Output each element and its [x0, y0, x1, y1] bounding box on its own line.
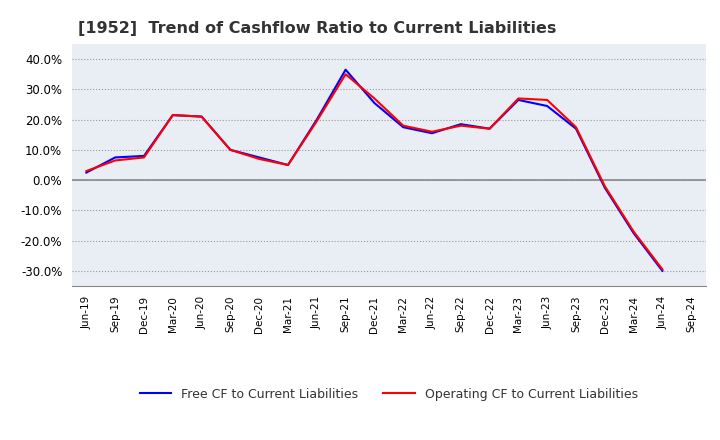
Free CF to Current Liabilities — [140, 153, 148, 158]
Free CF to Current Liabilities — [197, 114, 206, 119]
Text: [1952]  Trend of Cashflow Ratio to Current Liabilities: [1952] Trend of Cashflow Ratio to Curren… — [78, 21, 557, 36]
Free CF to Current Liabilities — [370, 100, 379, 106]
Operating CF to Current Liabilities — [428, 129, 436, 134]
Free CF to Current Liabilities — [428, 131, 436, 136]
Free CF to Current Liabilities — [168, 113, 177, 118]
Free CF to Current Liabilities — [226, 147, 235, 153]
Free CF to Current Liabilities — [399, 125, 408, 130]
Free CF to Current Liabilities — [543, 103, 552, 109]
Operating CF to Current Liabilities — [629, 229, 638, 234]
Free CF to Current Liabilities — [658, 268, 667, 274]
Free CF to Current Liabilities — [82, 170, 91, 175]
Legend: Free CF to Current Liabilities, Operating CF to Current Liabilities: Free CF to Current Liabilities, Operatin… — [135, 383, 643, 406]
Line: Operating CF to Current Liabilities: Operating CF to Current Liabilities — [86, 74, 662, 269]
Operating CF to Current Liabilities — [543, 97, 552, 103]
Operating CF to Current Liabilities — [140, 155, 148, 160]
Operating CF to Current Liabilities — [514, 96, 523, 101]
Free CF to Current Liabilities — [312, 117, 321, 122]
Free CF to Current Liabilities — [514, 97, 523, 103]
Free CF to Current Liabilities — [255, 155, 264, 160]
Operating CF to Current Liabilities — [197, 114, 206, 119]
Free CF to Current Liabilities — [600, 185, 609, 191]
Operating CF to Current Liabilities — [370, 96, 379, 101]
Free CF to Current Liabilities — [456, 121, 465, 127]
Operating CF to Current Liabilities — [485, 126, 494, 131]
Operating CF to Current Liabilities — [111, 158, 120, 163]
Free CF to Current Liabilities — [284, 162, 292, 168]
Operating CF to Current Liabilities — [255, 156, 264, 161]
Operating CF to Current Liabilities — [168, 113, 177, 118]
Operating CF to Current Liabilities — [456, 123, 465, 128]
Free CF to Current Liabilities — [629, 231, 638, 236]
Operating CF to Current Liabilities — [284, 162, 292, 168]
Operating CF to Current Liabilities — [658, 267, 667, 272]
Free CF to Current Liabilities — [111, 155, 120, 160]
Operating CF to Current Liabilities — [312, 118, 321, 124]
Operating CF to Current Liabilities — [226, 147, 235, 153]
Operating CF to Current Liabilities — [341, 72, 350, 77]
Operating CF to Current Liabilities — [82, 169, 91, 174]
Free CF to Current Liabilities — [485, 126, 494, 131]
Line: Free CF to Current Liabilities: Free CF to Current Liabilities — [86, 70, 662, 271]
Free CF to Current Liabilities — [572, 126, 580, 131]
Operating CF to Current Liabilities — [399, 123, 408, 128]
Operating CF to Current Liabilities — [600, 183, 609, 189]
Free CF to Current Liabilities — [341, 67, 350, 72]
Operating CF to Current Liabilities — [572, 125, 580, 130]
